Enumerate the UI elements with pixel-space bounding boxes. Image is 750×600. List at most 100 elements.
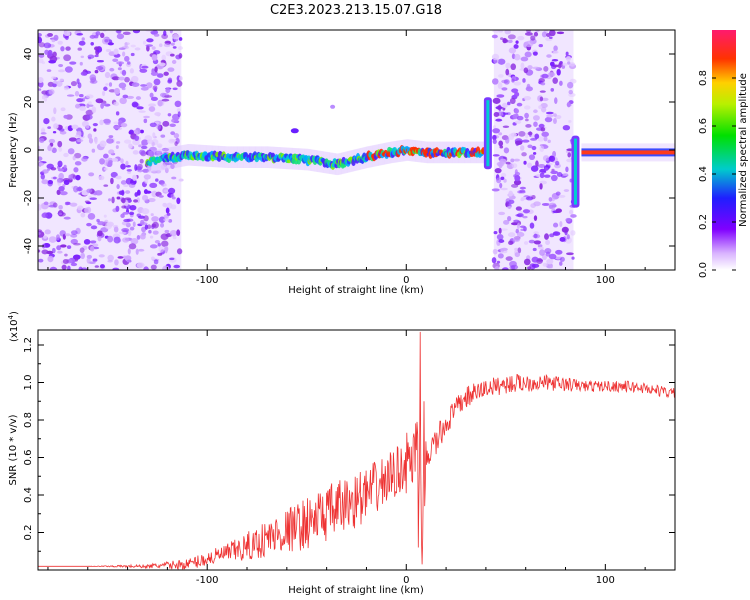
noise-dot	[157, 242, 161, 247]
noise-dot	[538, 44, 543, 48]
noise-dot	[559, 221, 563, 227]
colorbar-tick-label: 0.4	[698, 166, 709, 182]
noise-dot	[150, 213, 154, 217]
x-tick-label: 0	[403, 275, 409, 286]
noise-dot	[505, 198, 511, 204]
noise-dot	[103, 214, 107, 218]
noise-dot	[546, 258, 554, 265]
noise-dot	[148, 229, 152, 234]
noise-dot	[74, 152, 82, 159]
noise-dot	[548, 36, 553, 40]
colorbar-label: Normalized spectral amplitude	[738, 73, 749, 227]
noise-dot	[539, 145, 545, 152]
noise-dot	[145, 44, 153, 47]
noise-dot	[169, 123, 176, 127]
noise-dot	[83, 239, 91, 245]
noise-dot	[570, 230, 576, 236]
y-tick-label: 40	[23, 48, 34, 61]
noise-dot	[73, 242, 81, 246]
noise-dot	[547, 139, 551, 144]
noise-dot	[527, 266, 532, 270]
noise-dot	[543, 66, 549, 72]
snr-ylabel: SNR (10 * v/v)	[8, 414, 19, 485]
noise-dot	[146, 38, 154, 43]
noise-dot	[43, 201, 49, 206]
noise-dot	[552, 77, 558, 84]
noise-dot	[81, 37, 85, 41]
noise-dot	[79, 247, 85, 253]
noise-dot	[121, 69, 127, 76]
noise-dot	[514, 108, 520, 114]
noise-dot	[76, 32, 84, 36]
noise-dot	[531, 194, 536, 200]
noise-dot	[40, 132, 47, 135]
noise-dot	[38, 162, 45, 166]
noise-dot	[122, 211, 130, 215]
noise-dot	[113, 226, 119, 233]
noise-dot	[155, 169, 162, 174]
noise-dot	[494, 265, 500, 270]
noise-dot	[170, 139, 177, 143]
noise-dot	[149, 122, 157, 128]
colorbar-tick-label: 0.0	[698, 262, 709, 278]
noise-dot	[567, 81, 574, 89]
noise-dot	[157, 99, 163, 107]
noise-dot	[531, 263, 540, 268]
noise-dot	[80, 71, 88, 76]
noise-dot	[496, 94, 505, 98]
noise-dot	[38, 204, 42, 211]
noise-dot	[541, 203, 550, 206]
noise-dot	[38, 77, 44, 84]
noise-dot	[553, 45, 558, 52]
noise-dot	[151, 54, 158, 61]
noise-dot	[58, 185, 65, 192]
noise-dot	[113, 101, 119, 107]
noise-dot	[167, 79, 173, 84]
noise-dot	[124, 55, 130, 62]
noise-dot	[85, 109, 94, 116]
noise-dot	[545, 239, 551, 246]
noise-dot	[120, 123, 128, 128]
noise-dot	[124, 76, 130, 83]
noise-dot	[543, 174, 551, 178]
noise-dot	[139, 233, 146, 240]
noise-dot	[176, 248, 183, 255]
noise-dot	[514, 120, 522, 124]
noise-dot	[58, 204, 63, 210]
noise-dot	[161, 54, 167, 62]
noise-dot	[112, 267, 120, 270]
noise-dot	[156, 150, 163, 154]
noise-dot	[504, 30, 511, 35]
noise-dot	[38, 231, 41, 236]
noise-dot	[128, 211, 135, 216]
noise-dot	[162, 120, 170, 127]
noise-dot	[140, 84, 147, 87]
noise-dot	[107, 254, 114, 262]
noise-dot	[79, 93, 84, 98]
noise-dot	[114, 87, 120, 95]
noise-dot	[51, 116, 56, 122]
noise-dot	[150, 96, 158, 102]
noise-dot	[546, 162, 553, 166]
noise-dot	[86, 103, 90, 109]
noise-dot	[509, 260, 517, 268]
noise-dot	[511, 222, 519, 226]
noise-dot	[128, 183, 136, 188]
noise-dot	[74, 161, 82, 166]
noise-dot	[524, 51, 532, 58]
noise-dot	[162, 265, 170, 270]
noise-dot	[104, 120, 111, 126]
snr-panel: -100 0 100 0.2 0.4 0.6 0.8 1.0 1.2 Height of str…	[7, 311, 676, 596]
noise-dot	[121, 87, 126, 91]
noise-dot	[562, 173, 568, 176]
noise-dot	[568, 119, 572, 123]
noise-dot	[531, 256, 539, 263]
noise-dot	[149, 235, 154, 239]
noise-dot	[170, 42, 175, 46]
noise-dot	[65, 35, 69, 41]
noise-dot	[73, 185, 79, 193]
noise-dot	[150, 256, 155, 261]
noise-dot	[75, 103, 81, 109]
noise-dot	[120, 213, 125, 219]
noise-dot	[48, 204, 57, 208]
